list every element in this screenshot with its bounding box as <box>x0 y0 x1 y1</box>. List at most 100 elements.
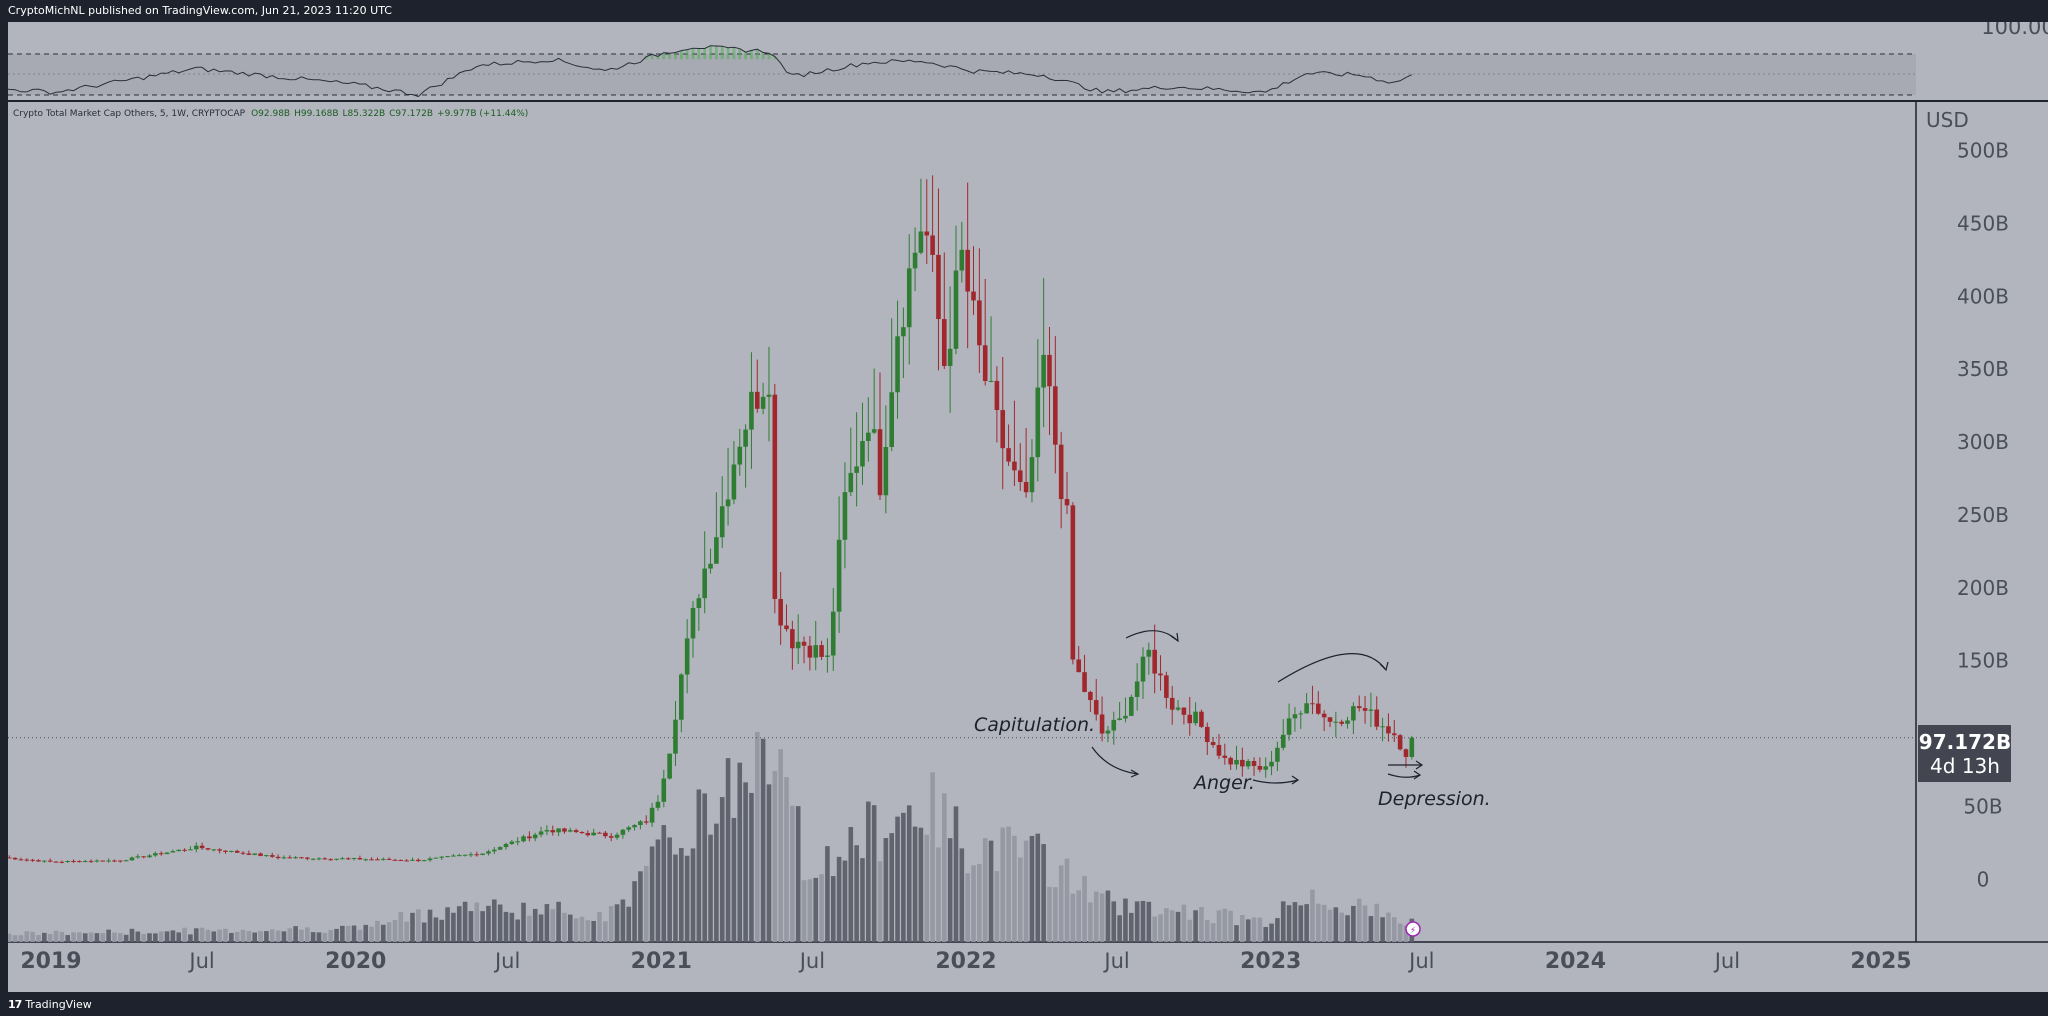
volume-bar <box>994 871 1000 942</box>
volume-bar <box>1216 910 1222 942</box>
volume-bar <box>1129 912 1134 942</box>
candle-body <box>345 858 351 860</box>
candle-body <box>462 854 468 856</box>
candle-body <box>830 611 836 656</box>
volume-bar <box>305 927 310 942</box>
volume-bar <box>1111 901 1117 942</box>
candle-body <box>59 861 65 863</box>
candle-body <box>924 231 930 236</box>
volume-bar <box>854 845 859 942</box>
volume-bar <box>1339 912 1344 942</box>
candle-body <box>1035 387 1041 458</box>
volume-bar <box>82 933 88 942</box>
candle-body <box>947 348 953 366</box>
volume-bar <box>1263 926 1269 942</box>
y-tick-label: 400B <box>1957 284 2009 308</box>
tradingview-logo[interactable]: 17 TradingView <box>8 998 92 1011</box>
volume-bar <box>129 928 135 942</box>
volume-bar <box>486 905 491 942</box>
candle-body <box>1152 649 1157 674</box>
candle-body <box>223 850 228 852</box>
candle-body <box>1017 470 1023 482</box>
volume-bar <box>567 914 573 942</box>
candle-body <box>410 859 415 861</box>
x-tick-label: 2025 <box>1850 949 1911 974</box>
candle-body <box>585 833 591 836</box>
candle-body <box>380 858 386 860</box>
candle-body <box>772 394 778 599</box>
volume-bar <box>293 926 298 942</box>
candle-body <box>135 856 141 858</box>
volume-bar <box>544 904 550 942</box>
volume-bar <box>1017 857 1023 942</box>
annotation-anger: Anger. <box>1192 772 1255 794</box>
volume-bar <box>1345 915 1350 942</box>
candle-body <box>486 851 491 854</box>
candle-body <box>1234 759 1239 765</box>
candle-body <box>71 860 76 862</box>
legend-line: Crypto Total Market Cap Others, 5, 1W, C… <box>13 109 528 119</box>
volume-bar <box>1181 904 1187 942</box>
volume-bar <box>971 865 976 942</box>
volume-bar <box>1368 916 1374 942</box>
candle-body <box>211 849 217 851</box>
time-axis[interactable]: 2019 Jul 2020 Jul 2021 Jul 2022 Jul 2023 Jul 2024 J… <box>20 949 1911 974</box>
volume-bar <box>842 860 848 942</box>
replay-icon[interactable]: ⚡ <box>1405 921 1421 937</box>
candle-body <box>953 270 959 349</box>
candle-body <box>158 853 164 855</box>
volume-bar <box>211 931 217 942</box>
volume-bar <box>912 826 918 942</box>
candle-body <box>1316 703 1321 714</box>
chart-canvas[interactable]: 100.00 Crypto Total Market Cap Others, 5… <box>3 15 2048 992</box>
candle-body <box>591 832 596 836</box>
price-pane[interactable]: Crypto Total Market Cap Others, 5, 1W, C… <box>6 101 2048 974</box>
volume-bar <box>386 922 392 942</box>
candle-body <box>673 719 678 754</box>
volume-bar <box>1292 902 1298 942</box>
volume-bar <box>334 928 339 942</box>
price-axis[interactable]: 500B 450B 400B 350B 300B 250B 200B 150B 50B 0 <box>1957 139 2009 892</box>
volume-bar <box>310 932 316 942</box>
volume-bar <box>380 924 386 942</box>
volume-bar <box>369 926 374 942</box>
volume-bar <box>866 801 871 942</box>
arrow-2023-rally <box>1277 653 1387 683</box>
volume-bar <box>1088 902 1093 942</box>
candle-body <box>632 825 637 828</box>
volume-bar <box>135 931 141 942</box>
x-tick-label: Jul <box>798 949 825 973</box>
candle-body <box>112 860 117 862</box>
candle-body <box>1351 706 1356 721</box>
volume-bar <box>12 935 18 942</box>
candle-body <box>1199 711 1204 727</box>
candle-body <box>404 860 409 862</box>
candle-body <box>1321 713 1327 718</box>
volume-bar <box>433 917 439 942</box>
candle-body <box>608 836 614 838</box>
volume-bar <box>906 805 912 942</box>
rsi-pane[interactable]: 100.00 <box>3 15 2048 102</box>
candle-body <box>328 859 333 861</box>
y-tick-label: 200B <box>1957 576 2009 600</box>
volume-bar <box>1029 835 1035 942</box>
candle-body <box>532 834 538 839</box>
candle-body <box>626 827 632 830</box>
volume-bar <box>708 834 713 942</box>
volume-bar <box>1204 919 1210 942</box>
volume-bar <box>883 838 889 942</box>
volume-bar <box>562 912 567 942</box>
candle-body <box>1286 718 1292 735</box>
candle-body <box>1391 733 1397 736</box>
volume-bar <box>36 934 41 942</box>
candle-body <box>813 645 819 658</box>
chart-frame[interactable]: 100.00 Crypto Total Market Cap Others, 5… <box>3 15 2048 992</box>
volume-bar <box>918 827 924 942</box>
volume-bar <box>1175 911 1181 942</box>
candle-body <box>1298 713 1304 715</box>
volume-bar <box>1082 875 1087 942</box>
volume-bar <box>357 929 363 942</box>
volume-bar <box>1164 908 1169 942</box>
candle-body <box>702 568 707 599</box>
volume-bar <box>59 931 65 942</box>
